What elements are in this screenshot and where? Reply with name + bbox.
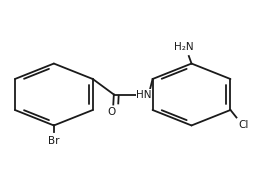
Text: Br: Br: [48, 136, 60, 146]
Text: HN: HN: [136, 90, 152, 99]
Text: Cl: Cl: [238, 120, 249, 130]
Text: O: O: [108, 107, 116, 117]
Text: H₂N: H₂N: [173, 42, 193, 52]
